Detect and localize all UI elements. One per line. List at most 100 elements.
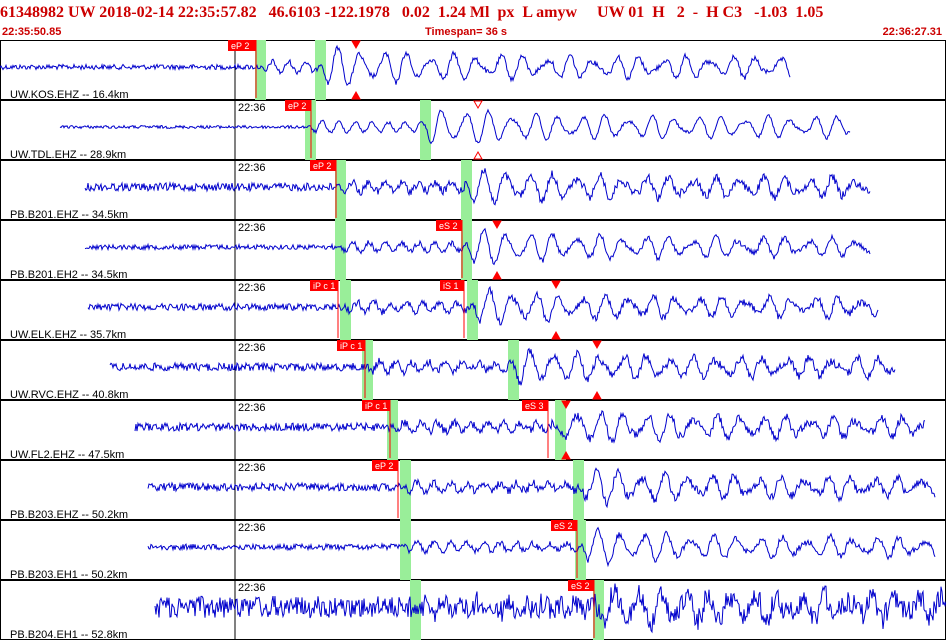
- p-window: [400, 460, 411, 520]
- waveform-panel: 22:36 iP c 1 eS 3 UW.FL2.EHZ -- 47.5km: [0, 400, 946, 461]
- event-summary: 61348982 UW 2018-02-14 22:35:57.82 46.61…: [0, 4, 824, 21]
- pick-flag: [372, 460, 398, 471]
- amplitude-marker: [492, 220, 502, 230]
- s-window: [461, 160, 472, 220]
- waveform-trace: [84, 168, 871, 206]
- s-window: [555, 400, 566, 460]
- seismogram-panels: 22:36 eP 2 UW.KOS.EHZ -- 16.4km 22:36 eP 2 UW…: [0, 40, 946, 640]
- amplitude-marker: [492, 270, 502, 280]
- waveform-panel: 22:36 eS 2 PB.B201.EH2 -- 34.5km: [0, 220, 946, 281]
- pick-label: eP 2: [288, 101, 306, 111]
- pick-flag: [228, 40, 256, 51]
- waveform-panel: 22:36 eS 2 PB.B204.EH1 -- 52.8km: [0, 580, 946, 640]
- p-window: [340, 280, 351, 340]
- p-window: [255, 40, 266, 100]
- pick-flag: [310, 160, 336, 171]
- p-window: [400, 520, 411, 580]
- waveform-panel: 22:36 eS 2 PB.B203.EH1 -- 50.2km: [0, 520, 946, 581]
- amplitude-marker: [551, 280, 561, 290]
- p-window: [335, 220, 346, 280]
- pick-label: eP 2: [375, 461, 393, 471]
- pick-label: eS 3: [525, 401, 544, 411]
- minute-tick-label: 22:36: [238, 222, 266, 234]
- station-label: UW.ELK.EHZ -- 35.7km: [10, 329, 126, 341]
- pick-label: iP c 1: [313, 281, 335, 291]
- waveform-trace: [59, 108, 851, 145]
- amplitude-marker: [473, 150, 483, 160]
- pick-flag: [285, 100, 311, 111]
- minute-tick-label: 22:36: [238, 102, 266, 114]
- waveform-trace: [154, 583, 946, 634]
- panel-border: [0, 400, 946, 460]
- pick-label: eP 2: [231, 41, 249, 51]
- s-window: [315, 40, 326, 100]
- pick-label: eS 2: [571, 581, 590, 591]
- amplitude-marker: [561, 400, 571, 410]
- minute-tick-label: 22:36: [238, 522, 266, 534]
- pick-flag: [310, 280, 338, 291]
- waveform-trace: [84, 227, 871, 266]
- amplitude-marker: [351, 90, 361, 100]
- panel-border: [0, 40, 946, 100]
- pick-label: iP c 1: [340, 341, 362, 351]
- panel-border: [0, 580, 946, 640]
- pick-label: eP 2: [313, 161, 331, 171]
- pick-flag: [440, 280, 464, 291]
- station-label: PB.B203.EH1 -- 50.2km: [10, 569, 127, 581]
- pick-label: iS 1: [443, 281, 459, 291]
- station-label: PB.B201.EHZ -- 34.5km: [10, 209, 128, 221]
- station-label: UW.TDL.EHZ -- 28.9km: [10, 149, 126, 161]
- panel-border: [0, 220, 946, 280]
- p-window: [362, 340, 373, 400]
- amplitude-marker: [551, 330, 561, 340]
- minute-tick-label: 22:36: [238, 402, 266, 414]
- amplitude-marker: [561, 450, 571, 460]
- station-label: UW.FL2.EHZ -- 47.5km: [10, 449, 124, 461]
- s-window: [420, 100, 431, 160]
- pick-flag: [568, 580, 594, 591]
- waveform-trace: [147, 467, 936, 509]
- waveform-panel: 22:36 eP 2 PB.B203.EHZ -- 50.2km: [0, 460, 946, 521]
- s-window: [461, 220, 472, 280]
- start-time: 22:35:50.85: [2, 26, 62, 38]
- pick-flag: [522, 400, 548, 411]
- station-label: PB.B203.EHZ -- 50.2km: [10, 509, 128, 521]
- pick-label: eS 2: [554, 521, 573, 531]
- pick-flag: [337, 340, 365, 351]
- timespan-label: Timespan= 36 s: [425, 26, 508, 38]
- p-window: [387, 400, 398, 460]
- waveform-trace: [147, 526, 936, 568]
- pick-label: iP c 1: [365, 401, 387, 411]
- amplitude-marker: [592, 390, 602, 400]
- seismogram-canvas: 22:36 eP 2 UW.KOS.EHZ -- 16.4km 22:36 eP 2 UW…: [0, 40, 946, 640]
- station-label: UW.KOS.EHZ -- 16.4km: [10, 89, 129, 101]
- time-bar: 22:35:50.85 Timespan= 36 s 22:36:27.31: [0, 25, 946, 39]
- s-window: [467, 280, 478, 340]
- end-time: 22:36:27.31: [882, 26, 942, 38]
- amplitude-marker: [473, 100, 483, 110]
- waveform-trace: [0, 44, 791, 86]
- waveform-trace: [109, 347, 896, 386]
- minute-tick-label: 22:36: [238, 462, 266, 474]
- pick-flag: [362, 400, 390, 411]
- station-label: PB.B201.EH2 -- 34.5km: [10, 269, 127, 281]
- minute-tick-label: 22:36: [238, 582, 266, 594]
- waveform-panel: 22:36 eP 2 UW.TDL.EHZ -- 28.9km: [0, 100, 946, 161]
- pick-flag: [551, 520, 577, 531]
- minute-tick-label: 22:36: [238, 342, 266, 354]
- waveform-trace: [87, 285, 879, 326]
- minute-tick-label: 22:36: [238, 282, 266, 294]
- pick-flag: [436, 220, 462, 231]
- amplitude-marker: [351, 40, 361, 50]
- amplitude-marker: [592, 340, 602, 350]
- event-header: 61348982 UW 2018-02-14 22:35:57.82 46.61…: [0, 0, 946, 40]
- waveform-panel: 22:36 iP c 1 iS 1 UW.ELK.EHZ -- 35.7km: [0, 280, 946, 341]
- station-label: UW.RVC.EHZ -- 40.8km: [10, 389, 128, 401]
- s-window: [573, 460, 584, 520]
- s-window: [575, 520, 586, 580]
- pick-label: eS 2: [439, 221, 458, 231]
- station-label: PB.B204.EH1 -- 52.8km: [10, 629, 127, 640]
- waveform-panel: 22:36 eP 2 PB.B201.EHZ -- 34.5km: [0, 160, 946, 221]
- waveform-panel: 22:36 iP c 1 UW.RVC.EHZ -- 40.8km: [0, 340, 946, 401]
